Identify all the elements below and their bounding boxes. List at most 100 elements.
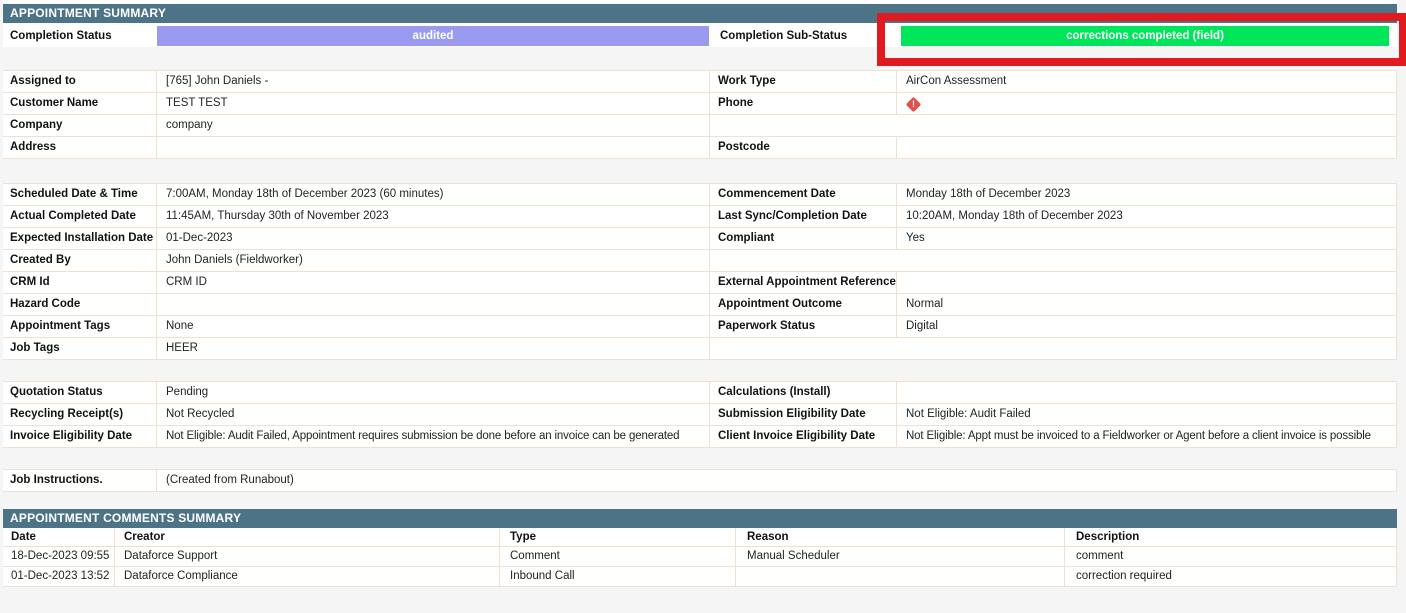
- field-value: (Created from Runabout): [157, 470, 1397, 491]
- field-value: [897, 137, 1397, 158]
- field-label: Postcode: [710, 137, 897, 158]
- field-label: CRM Id: [3, 272, 157, 293]
- schedule-details-block: Scheduled Date & Time 7:00AM, Monday 18t…: [3, 183, 1397, 360]
- customer-details-block: Assigned to [765] John Daniels - Work Ty…: [3, 70, 1397, 159]
- field-label: Hazard Code: [3, 294, 157, 315]
- comments-header-row: Date Creator Type Reason Description: [3, 528, 1397, 547]
- field-value: TEST TEST: [157, 93, 710, 114]
- field-label: Job Instructions.: [3, 470, 157, 491]
- table-row: Expected Installation Date 01-Dec-2023 C…: [3, 228, 1397, 250]
- field-label: Submission Eligibility Date: [710, 404, 897, 425]
- field-label: Invoice Eligibility Date: [3, 426, 157, 447]
- field-value: John Daniels (Fieldworker): [157, 250, 710, 271]
- completion-substatus-badge: corrections completed (field): [901, 26, 1389, 46]
- field-value: company: [157, 115, 710, 136]
- field-value: 11:45AM, Thursday 30th of November 2023: [157, 206, 710, 227]
- completion-substatus-label: Completion Sub-Status: [720, 30, 848, 42]
- field-value: CRM ID: [157, 272, 710, 293]
- table-row: Recycling Receipt(s) Not Recycled Submis…: [3, 404, 1397, 426]
- field-label: External Appointment Reference: [710, 272, 897, 293]
- completion-status-label: Completion Status: [10, 30, 112, 42]
- field-label: Customer Name: [3, 93, 157, 114]
- field-label: Appointment Tags: [3, 316, 157, 337]
- field-value: [157, 294, 710, 315]
- table-row: Invoice Eligibility Date Not Eligible: A…: [3, 426, 1397, 448]
- empty-cell: [710, 115, 1397, 136]
- field-value: [765] John Daniels -: [157, 71, 710, 92]
- field-label: Work Type: [710, 71, 897, 92]
- phone-value-cell: !: [897, 93, 1397, 114]
- completion-status-badge: audited: [157, 26, 709, 46]
- field-label: Calculations (Install): [710, 382, 897, 403]
- comment-type: Inbound Call: [500, 567, 736, 586]
- table-row: Actual Completed Date 11:45AM, Thursday …: [3, 206, 1397, 228]
- field-label: Compliant: [710, 228, 897, 249]
- field-label: Created By: [3, 250, 157, 271]
- field-label: Phone: [710, 93, 897, 114]
- field-label: Expected Installation Date: [3, 228, 157, 249]
- empty-cell: [710, 250, 1397, 271]
- field-label: Quotation Status: [3, 382, 157, 403]
- table-row: Customer Name TEST TEST Phone !: [3, 93, 1397, 115]
- comment-row: 18-Dec-2023 09:55 Dataforce Support Comm…: [3, 547, 1397, 567]
- table-row: Job Instructions. (Created from Runabout…: [3, 470, 1397, 492]
- table-row: Quotation Status Pending Calculations (I…: [3, 382, 1397, 404]
- table-row: Appointment Tags None Paperwork Status D…: [3, 316, 1397, 338]
- field-value: AirCon Assessment: [897, 71, 1397, 92]
- comments-table: Date Creator Type Reason Description 18-…: [3, 528, 1397, 587]
- completion-status-row: Completion Status audited Completion Sub…: [3, 25, 1397, 47]
- field-label: Actual Completed Date: [3, 206, 157, 227]
- field-value: None: [157, 316, 710, 337]
- column-header-reason: Reason: [736, 528, 1065, 546]
- phone-alert-icon[interactable]: !: [905, 96, 922, 113]
- field-label: Job Tags: [3, 338, 157, 359]
- comment-type: Comment: [500, 547, 736, 566]
- comment-creator: Dataforce Support: [115, 547, 500, 566]
- field-value: Monday 18th of December 2023: [897, 184, 1397, 205]
- field-value: Pending: [157, 382, 710, 403]
- field-label: Appointment Outcome: [710, 294, 897, 315]
- column-header-description: Description: [1065, 528, 1397, 546]
- field-value: 7:00AM, Monday 18th of December 2023 (60…: [157, 184, 710, 205]
- field-value: Not Eligible: Audit Failed, Appointment …: [157, 426, 710, 447]
- field-value: [897, 382, 1397, 403]
- table-row: Hazard Code Appointment Outcome Normal: [3, 294, 1397, 316]
- field-value: Not Recycled: [157, 404, 710, 425]
- section-gap: [3, 448, 1397, 469]
- comment-row: 01-Dec-2023 13:52 Dataforce Compliance I…: [3, 567, 1397, 587]
- field-label: Address: [3, 137, 157, 158]
- field-value: Yes: [897, 228, 1397, 249]
- phone-alert-glyph: !: [912, 99, 915, 109]
- table-row: Company company: [3, 115, 1397, 137]
- empty-cell: [710, 338, 1397, 359]
- field-value: [157, 137, 710, 158]
- field-label: Assigned to: [3, 71, 157, 92]
- field-label: Last Sync/Completion Date: [710, 206, 897, 227]
- field-value: HEER: [157, 338, 710, 359]
- table-row: Scheduled Date & Time 7:00AM, Monday 18t…: [3, 184, 1397, 206]
- field-label: Commencement Date: [710, 184, 897, 205]
- section-gap: [3, 492, 1397, 509]
- comment-reason: [736, 567, 1065, 586]
- field-label: Scheduled Date & Time: [3, 184, 157, 205]
- table-row: Created By John Daniels (Fieldworker): [3, 250, 1397, 272]
- field-value: 01-Dec-2023: [157, 228, 710, 249]
- field-label: Client Invoice Eligibility Date: [710, 426, 897, 447]
- comment-description: comment: [1065, 547, 1397, 566]
- job-instructions-block: Job Instructions. (Created from Runabout…: [3, 469, 1397, 492]
- top-margin: [3, 0, 1397, 4]
- field-value: [897, 272, 1397, 293]
- comment-creator: Dataforce Compliance: [115, 567, 500, 586]
- billing-details-block: Quotation Status Pending Calculations (I…: [3, 381, 1397, 448]
- appointment-comments-header: APPOINTMENT COMMENTS SUMMARY: [3, 509, 1397, 528]
- table-row: Address Postcode: [3, 137, 1397, 159]
- field-label: Company: [3, 115, 157, 136]
- section-gap: [3, 159, 1397, 183]
- field-value: Digital: [897, 316, 1397, 337]
- appointment-summary-header: APPOINTMENT SUMMARY: [3, 4, 1397, 23]
- column-header-type: Type: [500, 528, 736, 546]
- field-value: Not Eligible: Audit Failed: [897, 404, 1397, 425]
- column-header-date: Date: [3, 528, 115, 546]
- comment-date: 18-Dec-2023 09:55: [3, 547, 115, 566]
- table-row: Job Tags HEER: [3, 338, 1397, 360]
